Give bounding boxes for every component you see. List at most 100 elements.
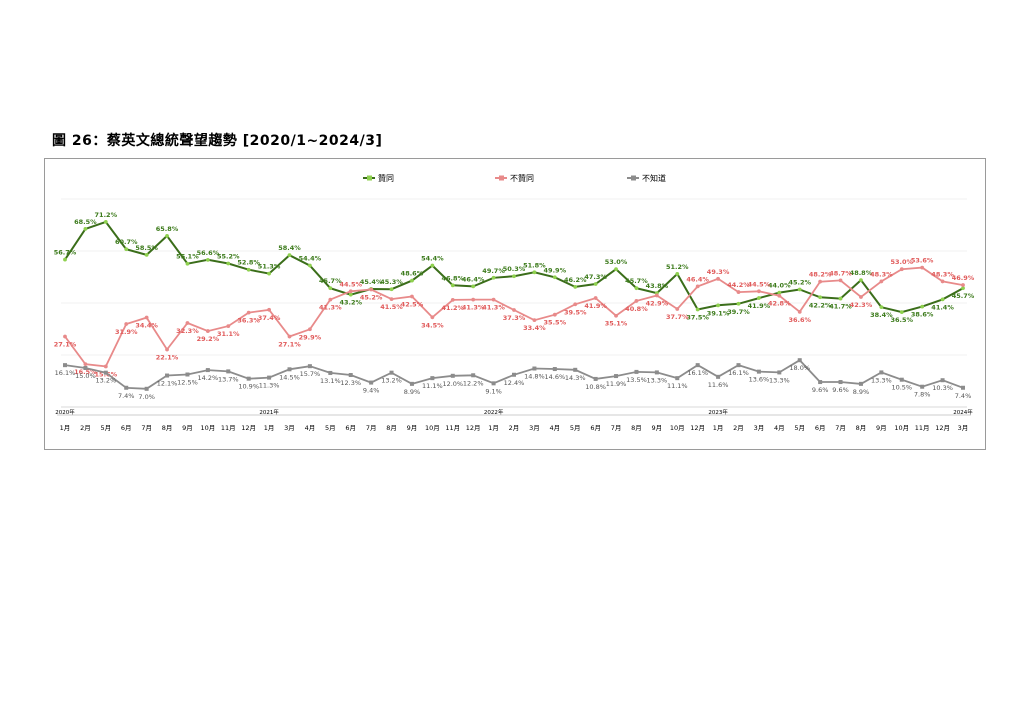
data-point	[328, 297, 333, 302]
data-point	[838, 380, 843, 385]
x-tick-label: 8月	[631, 424, 642, 432]
data-point	[410, 278, 414, 283]
data-point	[450, 283, 455, 288]
x-tick-label: 10月	[670, 424, 685, 432]
data-point	[654, 293, 659, 298]
year-tick-label: 2020年	[55, 408, 75, 416]
data-label: 8.9%	[404, 388, 421, 396]
data-point	[879, 305, 884, 310]
data-point	[552, 367, 557, 372]
data-label: 45.7%	[319, 277, 342, 285]
data-point	[144, 253, 149, 257]
data-point	[103, 370, 108, 375]
data-label: 10.8%	[585, 383, 606, 391]
data-point	[450, 373, 455, 378]
data-point	[491, 381, 496, 386]
legend-label-2: 不知道	[642, 173, 666, 183]
data-point	[552, 312, 557, 317]
data-label: 34.4%	[135, 322, 158, 330]
data-point	[961, 283, 965, 287]
data-label: 37.7%	[666, 313, 689, 321]
data-point	[675, 307, 680, 311]
x-tick-label: 2月	[733, 424, 744, 432]
data-point	[899, 310, 904, 314]
data-point	[124, 322, 129, 326]
data-point	[389, 287, 394, 292]
x-tick-label: 3月	[529, 424, 540, 432]
data-point	[593, 282, 598, 286]
data-label: 44.2%	[727, 281, 750, 289]
data-point	[124, 247, 129, 252]
data-point	[430, 315, 435, 320]
data-point	[471, 284, 476, 289]
data-label: 39.5%	[564, 308, 587, 316]
data-point	[308, 327, 312, 332]
data-point	[654, 370, 659, 375]
x-tick-label: 7月	[366, 424, 377, 432]
x-tick-label: 4月	[305, 424, 316, 432]
data-label: 35.1%	[605, 320, 628, 328]
data-label: 48.2%	[809, 271, 832, 279]
legend-marker-1	[499, 175, 504, 181]
data-label: 27.1%	[54, 341, 77, 349]
x-tick-label: 1月	[713, 424, 724, 432]
data-point	[267, 375, 272, 380]
data-label: 48.6%	[401, 270, 424, 278]
data-point	[328, 370, 333, 375]
data-label: 49.9%	[544, 266, 567, 274]
data-point	[185, 321, 190, 325]
data-point	[899, 267, 904, 272]
data-label: 46.2%	[564, 276, 587, 284]
data-label: 58.5%	[135, 244, 158, 252]
x-tick-label: 1月	[60, 424, 71, 432]
data-point	[512, 274, 516, 279]
data-point	[226, 324, 231, 329]
data-point	[144, 315, 149, 320]
data-label: 42.8%	[768, 300, 791, 308]
data-label: 37.4%	[258, 314, 281, 322]
data-label: 14.3%	[565, 374, 586, 382]
data-label: 41.3%	[482, 304, 505, 312]
data-point	[573, 302, 578, 307]
data-label: 16.5%	[74, 368, 97, 376]
x-tick-label: 6月	[815, 424, 826, 432]
chart-title: 圖 26：蔡英文總統聲望趨勢 [2020/1~2024/3]	[52, 133, 383, 149]
data-point	[573, 367, 578, 372]
data-label: 22.1%	[156, 354, 179, 362]
data-point	[777, 293, 782, 298]
data-point	[512, 308, 516, 312]
data-label: 8.9%	[853, 388, 870, 396]
data-point	[389, 370, 394, 375]
data-point	[532, 318, 537, 323]
data-label: 12.3%	[340, 379, 361, 387]
data-label: 32.3%	[176, 327, 199, 335]
data-point	[757, 289, 761, 294]
data-point	[307, 364, 312, 369]
data-point	[920, 384, 925, 389]
data-label: 13.6%	[749, 376, 770, 384]
x-tick-label: 7月	[611, 424, 622, 432]
data-label: 46.4%	[462, 275, 485, 283]
data-label: 11.6%	[708, 381, 729, 389]
data-label: 43.2%	[339, 299, 362, 307]
data-point	[838, 278, 843, 283]
data-point	[859, 295, 863, 299]
x-tick-label: 10月	[894, 424, 909, 432]
data-point	[961, 286, 965, 291]
x-tick-label: 11月	[915, 424, 930, 432]
data-label: 27.1%	[278, 341, 301, 349]
data-point	[879, 279, 884, 284]
data-label: 65.8%	[156, 225, 179, 233]
data-point	[267, 307, 271, 312]
data-point	[756, 369, 761, 374]
data-point	[797, 287, 802, 292]
data-label: 12.4%	[504, 379, 525, 387]
data-point	[369, 380, 374, 385]
data-label: 16.1%	[55, 369, 76, 377]
data-point	[634, 369, 639, 374]
data-point	[695, 307, 700, 312]
data-point	[532, 366, 537, 371]
data-label: 14.6%	[544, 373, 565, 381]
data-label: 41.9%	[748, 302, 771, 310]
data-point	[246, 310, 251, 315]
